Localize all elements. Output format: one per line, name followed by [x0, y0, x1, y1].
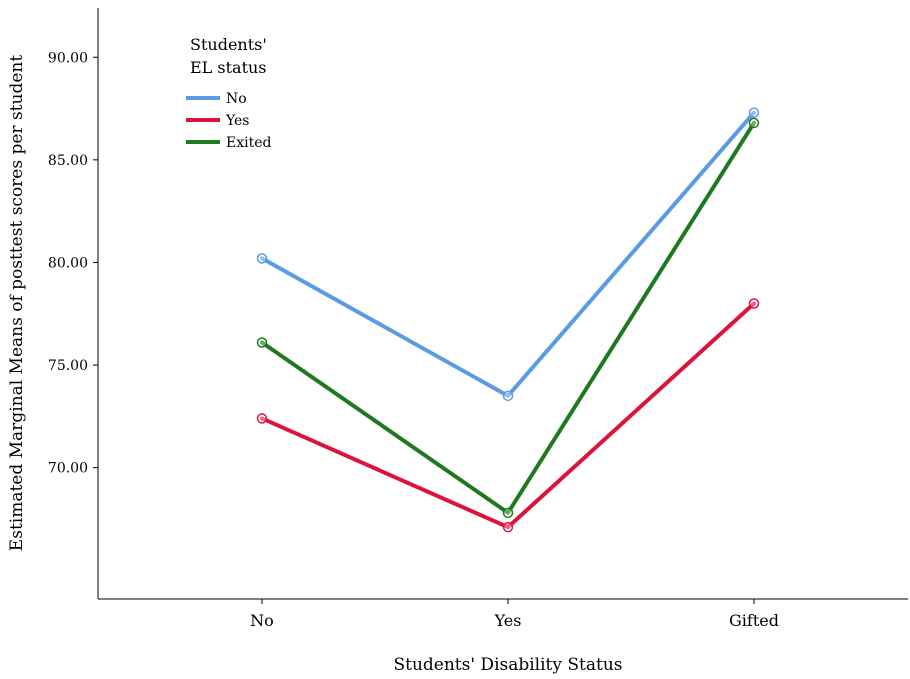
legend-label-no: No [226, 91, 247, 107]
axes [97, 8, 908, 600]
data-point-exited [748, 117, 760, 129]
data-point-no [502, 390, 514, 402]
x-ticks: No Yes Gifted [250, 599, 779, 630]
y-ticks: 70.00 75.00 80.00 85.00 90.00 [48, 50, 98, 477]
y-tick-label: 70.00 [48, 461, 88, 477]
x-tick-label: Gifted [729, 611, 779, 630]
y-axis-title: Estimated Marginal Means of posttest sco… [7, 55, 27, 552]
legend-label-exited: Exited [226, 135, 272, 151]
series-line-no [260, 110, 756, 398]
data-point-exited [256, 337, 268, 348]
y-tick-label: 80.00 [48, 255, 88, 271]
data-point-yes [256, 413, 268, 424]
y-tick-label: 75.00 [48, 358, 88, 374]
legend-title-line-1: Students' [190, 35, 267, 54]
x-axis-title: Students' Disability Status [393, 655, 622, 675]
legend-items: No Yes Exited [186, 91, 272, 151]
y-tick-label: 85.00 [48, 153, 88, 169]
data-point-exited [502, 507, 514, 519]
data-point-yes [502, 521, 514, 533]
data-point-yes [748, 298, 760, 309]
legend: Students' EL status No Yes Exited [186, 35, 272, 151]
series-line-yes [260, 301, 756, 530]
series-layer [256, 107, 760, 533]
data-point-no [748, 107, 760, 118]
legend-label-yes: Yes [225, 113, 250, 129]
legend-title-line-2: EL status [190, 58, 267, 77]
data-point-no [256, 253, 268, 264]
x-tick-label: No [250, 611, 274, 630]
y-tick-label: 90.00 [48, 50, 88, 66]
x-tick-label: Yes [494, 611, 522, 630]
series-line-exited [260, 120, 756, 515]
